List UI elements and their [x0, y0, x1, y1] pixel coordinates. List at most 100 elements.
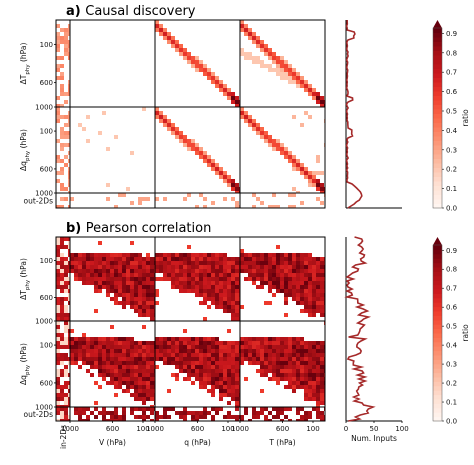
- heatmap-cell: [114, 415, 118, 419]
- heatmap-cell: [300, 297, 304, 301]
- colorbar-step: [433, 284, 442, 290]
- heatmap-cell: [146, 261, 150, 265]
- heatmap-cell: [175, 373, 179, 377]
- heatmap-cell: [195, 147, 199, 151]
- heatmap-cell: [64, 115, 68, 119]
- heatmap-cell: [280, 419, 284, 421]
- heatmap-cell: [272, 68, 276, 72]
- heatmap-cell: [155, 261, 159, 265]
- heatmap-cell: [215, 163, 219, 167]
- col-tick-label: 1000: [146, 425, 164, 433]
- heatmap-cell: [163, 407, 167, 411]
- heatmap-cell: [126, 373, 130, 377]
- heatmap-cell: [304, 301, 308, 305]
- heatmap-cell: [268, 135, 272, 139]
- colorbar-tick-label: 0.5: [446, 108, 457, 116]
- heatmap-cell: [78, 123, 82, 127]
- heatmap-cell: [60, 241, 64, 245]
- heatmap-cell: [256, 361, 260, 365]
- heatmap-cell: [240, 24, 244, 28]
- heatmap-cell: [284, 253, 288, 257]
- heatmap-cell: [60, 277, 64, 281]
- heatmap-cell: [308, 88, 312, 92]
- heatmap-cell: [187, 60, 191, 64]
- heatmap-cell: [56, 361, 60, 365]
- heatmap-cell: [118, 273, 122, 277]
- heatmap-cell: [223, 277, 227, 281]
- colorbar-step: [433, 190, 442, 195]
- colorbar-step: [433, 77, 442, 83]
- heatmap-cell: [288, 361, 292, 365]
- heatmap-cell: [118, 419, 122, 421]
- heatmap-cell: [288, 257, 292, 261]
- heatmap-cell: [219, 80, 223, 84]
- heatmap-cell: [312, 289, 316, 293]
- colorbar-step: [433, 416, 442, 422]
- heatmap-cell: [264, 273, 268, 277]
- heatmap-cell: [70, 197, 74, 201]
- heatmap-cell: [68, 167, 70, 171]
- heatmap-cell: [264, 253, 268, 257]
- heatmap-cell: [231, 183, 235, 187]
- heatmap-cell: [183, 265, 187, 269]
- heatmap-cell: [106, 369, 110, 373]
- heatmap-cell: [260, 281, 264, 285]
- heatmap-cell: [179, 253, 183, 257]
- heatmap-cell: [252, 193, 256, 197]
- heatmap-cell: [102, 411, 106, 415]
- colorbar-step: [433, 176, 442, 182]
- heatmap-cell: [215, 385, 219, 389]
- heatmap-cell: [264, 349, 268, 353]
- colorbar-label: ratio: [461, 324, 470, 342]
- heatmap-cell: [308, 269, 312, 273]
- heatmap-cell: [288, 373, 292, 377]
- heatmap-cell: [60, 56, 64, 60]
- heatmap-cell: [219, 305, 223, 309]
- heatmap-cell: [118, 193, 122, 197]
- heatmap-cell: [272, 139, 276, 143]
- heatmap-cell: [272, 52, 276, 56]
- heatmap-cell: [68, 143, 70, 147]
- heatmap-cell: [235, 397, 239, 401]
- heatmap-cell: [187, 377, 191, 381]
- heatmap-cell: [256, 337, 260, 341]
- heatmap-cell: [284, 313, 288, 317]
- heatmap-cell: [316, 357, 320, 361]
- heatmap-cell: [130, 253, 134, 257]
- heatmap-cell: [64, 419, 68, 421]
- heatmap-cell: [240, 20, 244, 24]
- heatmap-cell: [308, 257, 312, 261]
- heatmap-cell: [244, 257, 248, 261]
- heatmap-cell: [130, 151, 134, 155]
- heatmap-cell: [268, 257, 272, 261]
- heatmap-cell: [171, 261, 175, 265]
- heatmap-cell: [138, 273, 142, 277]
- heatmap-cell: [114, 373, 118, 377]
- heatmap-cell: [191, 269, 195, 273]
- heatmap-cell: [219, 397, 223, 401]
- heatmap-cell: [288, 159, 292, 163]
- heatmap-cell: [64, 365, 68, 369]
- heatmap-cell: [215, 353, 219, 357]
- heatmap-cell: [130, 337, 134, 341]
- heatmap-cell: [304, 285, 308, 289]
- heatmap-cell: [126, 281, 130, 285]
- heatmap-cell: [203, 253, 207, 257]
- heatmap-cell: [203, 64, 207, 68]
- heatmap-cell: [68, 313, 70, 317]
- heatmap-cell: [235, 317, 239, 321]
- heatmap-cell: [203, 415, 207, 419]
- heatmap-cell: [268, 419, 272, 421]
- heatmap-cell: [78, 257, 82, 261]
- heatmap-cell: [300, 415, 304, 419]
- heatmap-cell: [110, 285, 114, 289]
- heatmap-cell: [106, 365, 110, 369]
- heatmap-cell: [276, 273, 280, 277]
- heatmap-cell: [296, 289, 300, 293]
- heatmap-cell: [64, 405, 68, 407]
- heatmap-cell: [187, 269, 191, 273]
- heatmap-cell: [219, 389, 223, 393]
- heatmap-cell: [60, 131, 64, 135]
- heatmap-cell: [78, 277, 82, 281]
- heatmap-cell: [219, 381, 223, 385]
